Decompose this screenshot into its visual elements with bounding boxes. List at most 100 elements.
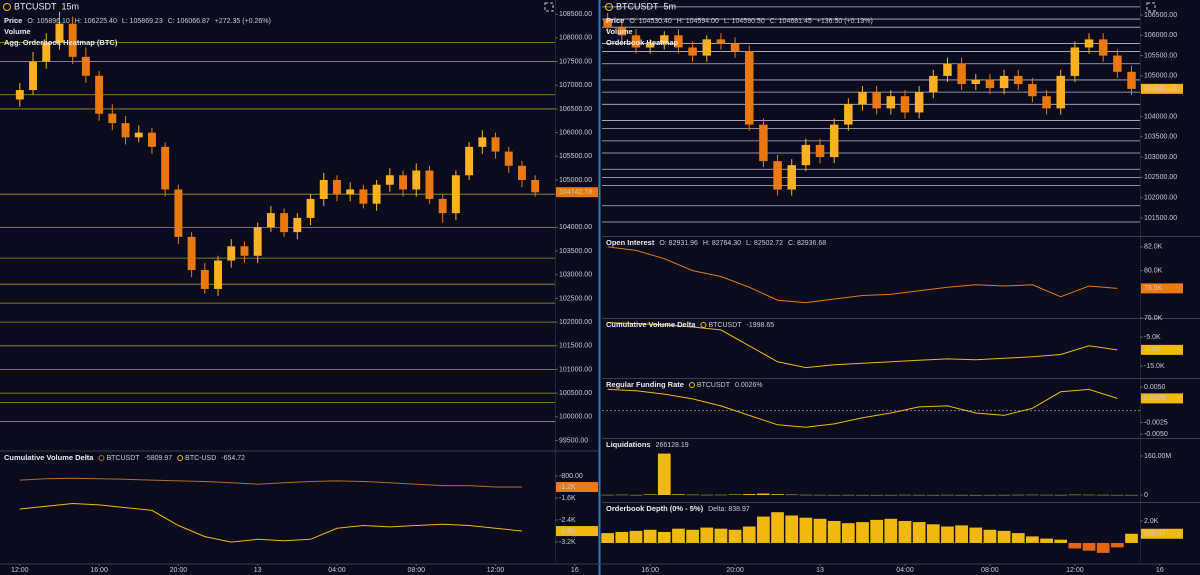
candle-body [399,175,407,190]
candle-body [1113,55,1122,72]
legend-text: 15m [62,1,80,11]
candle-body [829,124,839,158]
candle-body [306,198,315,218]
y-tick-label: 76.0K [1144,315,1163,322]
last-value-label: 838.97 [1144,531,1166,538]
bar [686,529,699,543]
candle-body [95,75,104,114]
y-tick-label: 105500.00 [559,153,592,160]
bar [615,494,629,496]
bar [728,529,742,543]
series-line [607,388,1118,428]
candle-body [957,63,966,85]
legend-text: Delta: 838.97 [708,506,750,513]
candle-body [730,43,740,52]
last-value-box [556,526,598,537]
candle-body [333,180,341,195]
expand-button[interactable] [1146,2,1156,12]
candle-body [1098,39,1108,56]
y-tick-label: 106500.00 [559,106,592,113]
bar [941,494,954,496]
bar [1068,542,1082,549]
y-tick-label: 108000.00 [559,35,592,42]
bar [799,517,813,543]
candle-body [372,184,381,204]
series-line [19,502,523,543]
bar [983,529,997,543]
last-value-box [1141,283,1183,294]
last-value-label: 78.5K [1144,285,1163,292]
y-tick-label: 101500.00 [1144,215,1177,222]
legend-text: Orderbook Depth (0% - 5%) [606,504,704,513]
y-tick-label: -5.0K [1144,334,1161,341]
legend-text: Price [4,16,22,25]
candle-body [148,132,156,147]
candle-body [702,39,712,56]
candle-body [42,42,51,62]
candle-body [1042,96,1051,109]
bar [1082,494,1096,496]
candle-body [1013,75,1023,85]
bar [969,494,983,496]
y-tick-label: -800.00 [559,473,583,480]
legend-text: -1998.65 [747,322,775,329]
expand-button[interactable] [544,2,554,12]
legend-text: +136.50 (+0.13%) [817,18,873,25]
legend-text: BTCUSDT [106,455,140,462]
candle-body [1084,39,1094,48]
candle-body [971,79,981,85]
candle-body [293,217,302,233]
y-tick-label: 104000.00 [559,224,592,231]
candle-body [465,146,474,176]
legend-text: O: 82931.96 [659,240,698,247]
legend-text: L: 105869.23 [122,18,163,25]
y-tick-label: 105000.00 [1144,73,1177,80]
candle-body [253,227,262,256]
candle-body [773,161,782,190]
candle-body [660,35,669,44]
legend-text: BTC-USD [185,455,216,462]
symbol-icon[interactable] [3,3,11,11]
bar [884,494,898,496]
series-icon [688,382,695,388]
candle-body [359,189,368,204]
candle-body [929,75,938,93]
bar [757,516,770,543]
bar [799,494,813,496]
bar [601,494,615,496]
candle-body [603,19,612,28]
bar [1026,494,1039,496]
candle-body [161,146,170,190]
y-tick-label: -0.0050 [1144,431,1168,438]
bar [912,522,926,543]
legend-text: O: 104530.40 [629,18,672,25]
x-tick-label: 04:00 [328,567,346,574]
y-tick-label: 107500.00 [559,58,592,65]
candle-body [134,132,143,138]
y-tick-label: -15.0K [1144,363,1165,370]
x-tick-label: 16:00 [641,567,659,574]
x-tick-label: 13 [816,567,824,574]
bar [1125,494,1138,496]
x-tick-label: 16 [1156,567,1164,574]
y-tick-label: 80.0K [1144,267,1163,274]
bar [714,528,728,543]
last-value-box [1141,83,1183,94]
candle-body [716,39,726,44]
bar [657,453,671,496]
last-value-label: 0.0026 [1144,395,1166,402]
bar [771,512,784,543]
series-line [607,246,1118,304]
bar [700,494,714,496]
y-tick-label: 82.0K [1144,244,1163,251]
sub-label: Volume [4,27,31,36]
legend-text: Liquidations [606,440,651,449]
legend-text: Cumulative Volume Delta [606,320,696,329]
legend-text: -5809.97 [145,455,173,462]
bar [1096,542,1110,553]
candle-body [1028,84,1037,97]
candle-body [346,189,355,195]
candle-body [240,246,249,256]
y-tick-label: -3.2K [559,539,576,546]
